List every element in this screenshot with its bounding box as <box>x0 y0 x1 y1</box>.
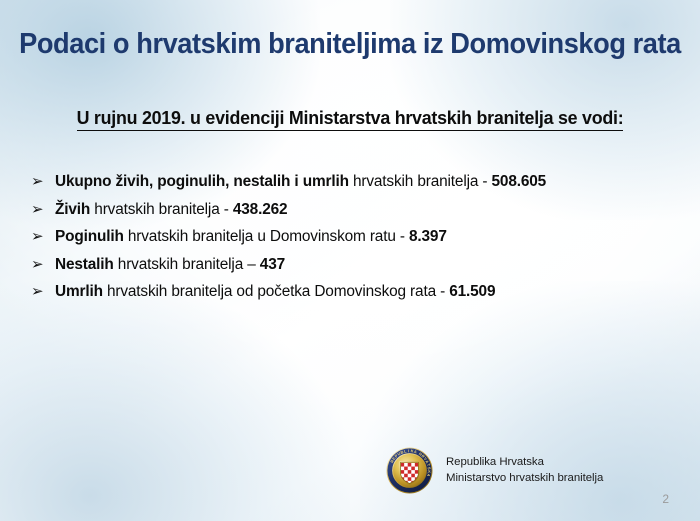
list-item-value: 508.605 <box>491 173 547 190</box>
svg-text:K: K <box>410 448 414 453</box>
list-item-value: 61.509 <box>449 283 496 300</box>
svg-text:A: A <box>426 473 432 477</box>
list-item-text: Poginulih hrvatskih branitelja u Domovin… <box>55 226 671 247</box>
arrowhead-bullet-icon: ➢ <box>31 200 44 218</box>
bullet-list: ➢ Ukupno živih, poginulih, nestalih i um… <box>31 171 671 309</box>
list-item-text: Ukupno živih, poginulih, nestalih i umrl… <box>55 171 671 192</box>
footer-line-republic: Republika Hrvatska <box>446 456 544 468</box>
svg-text:R: R <box>389 459 395 464</box>
list-item-middle: hrvatskih branitelja - <box>90 200 233 218</box>
svg-text:P: P <box>393 453 399 459</box>
slide-title: Podaci o hrvatskim braniteljima iz Domov… <box>19 28 681 60</box>
list-item-middle: hrvatskih branitelja - <box>348 173 492 190</box>
list-item-lead: Ukupno živih, poginulih, nestalih i umrl… <box>55 173 349 190</box>
list-item: ➢ Ukupno živih, poginulih, nestalih i um… <box>31 171 671 192</box>
svg-text:K: K <box>427 470 432 473</box>
svg-text:H: H <box>418 451 423 457</box>
list-item: ➢ Poginulih hrvatskih branitelja u Domov… <box>31 226 671 247</box>
list-item-value: 8.397 <box>408 228 447 245</box>
list-item-middle: hrvatskih branitelja u Domovinskom ratu … <box>123 228 409 245</box>
list-item-lead: Nestalih <box>55 255 114 273</box>
list-item-value: 438.262 <box>232 200 288 218</box>
list-item: ➢ Nestalih hrvatskih branitelja – 437 <box>31 254 671 275</box>
svg-text:E: E <box>391 456 397 461</box>
list-item-text: Umrlih hrvatskih branitelja od početka D… <box>55 281 671 302</box>
svg-text:U: U <box>396 451 401 457</box>
arrowhead-bullet-icon: ➢ <box>31 228 44 245</box>
svg-text:R: R <box>420 453 426 459</box>
svg-text:A: A <box>413 449 418 455</box>
svg-text:S: S <box>427 467 432 471</box>
list-item-middle: hrvatskih branitelja od početka Domovins… <box>102 283 450 300</box>
arrowhead-bullet-icon: ➢ <box>31 283 44 300</box>
page-number: 2 <box>662 492 669 506</box>
list-item-text: Živih hrvatskih branitelja - 438.262 <box>55 199 671 220</box>
arrowhead-bullet-icon: ➢ <box>31 173 44 190</box>
svg-text:V: V <box>423 456 429 461</box>
svg-text:T: T <box>426 463 432 467</box>
list-item-middle: hrvatskih branitelja – <box>113 255 260 273</box>
svg-text:I: I <box>408 448 410 453</box>
list-item-value: 437 <box>259 255 286 273</box>
list-item-lead: Poginulih <box>55 228 124 245</box>
list-item: ➢ Živih hrvatskih branitelja - 438.262 <box>31 199 671 220</box>
background-wash-bottom-left <box>0 281 350 521</box>
arrowhead-bullet-icon: ➢ <box>31 255 44 273</box>
svg-text:B: B <box>400 449 405 455</box>
list-item: ➢ Umrlih hrvatskih branitelja od početka… <box>31 281 671 302</box>
croatian-coat-of-arms-seal-icon: R E P U B L I K A H R V A T S K A <box>386 447 433 494</box>
slide-subtitle-text: U rujnu 2019. u evidenciji Ministarstva … <box>76 107 624 131</box>
list-item-lead: Živih <box>55 200 91 218</box>
slide-subtitle: U rujnu 2019. u evidenciji Ministarstva … <box>9 107 692 131</box>
list-item-lead: Umrlih <box>55 283 103 300</box>
svg-text:L: L <box>404 448 408 454</box>
footer-text-block: Republika Hrvatska Ministarstvo hrvatski… <box>446 455 603 486</box>
footer-branding: R E P U B L I K A H R V A T S K A <box>386 447 603 494</box>
svg-text:A: A <box>424 459 430 464</box>
footer-line-ministry: Ministarstvo hrvatskih branitelja <box>446 471 604 484</box>
list-item-text: Nestalih hrvatskih branitelja – 437 <box>55 254 671 275</box>
